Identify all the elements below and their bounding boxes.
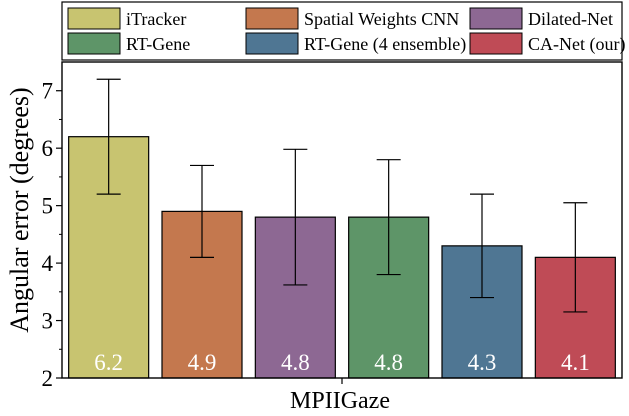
bar-value-label-5: 4.1 — [561, 350, 590, 375]
bar-value-label-0: 6.2 — [94, 350, 123, 375]
legend: iTracker Spatial Weights CNN Dilated-Net RT… — [61, 1, 625, 61]
bar-value-label-4: 4.3 — [468, 350, 497, 375]
legend-swatch-5 — [469, 32, 523, 55]
error-bar-1 — [190, 164, 214, 258]
bar-value-label-2: 4.8 — [281, 350, 310, 375]
y-tick-label-1: 3 — [42, 309, 54, 334]
error-bar-5 — [563, 202, 588, 313]
legend-label-1: Spatial Weights CNN — [304, 9, 459, 29]
error-bar-3 — [376, 159, 401, 276]
legend-label-0: iTracker — [126, 9, 186, 29]
legend-swatch-4 — [245, 32, 299, 55]
y-tick-label-3: 5 — [42, 194, 54, 219]
legend-swatch-2 — [469, 7, 523, 30]
legend-swatch-0 — [67, 7, 121, 30]
legend-label-5: CA-Net (our) — [528, 34, 625, 55]
error-bar-2 — [283, 148, 308, 286]
legend-label-2: Dilated-Net — [528, 9, 613, 29]
legend-frame — [61, 1, 623, 61]
error-bar-0 — [96, 78, 121, 195]
legend-swatch-3 — [67, 32, 121, 55]
legend-label-3: RT-Gene — [126, 34, 190, 54]
error-bar-4 — [470, 193, 494, 299]
y-tick-label-5: 7 — [42, 79, 54, 104]
y-tick-label-4: 6 — [42, 136, 54, 161]
bar-value-label-3: 4.8 — [374, 350, 403, 375]
y-axis-label: Angular error (degrees) — [5, 87, 34, 332]
legend-label-4: RT-Gene (4 ensemble) — [304, 34, 466, 55]
y-tick-label-0: 2 — [42, 366, 54, 391]
bar-value-label-1: 4.9 — [188, 350, 217, 375]
legend-swatch-1 — [245, 7, 299, 30]
x-axis-label: MPIIGaze — [290, 388, 390, 414]
plot-area: 6.2 4.9 4.8 4.8 4.3 4.1 2 3 4 5 6 7 — [42, 61, 623, 391]
y-tick-label-2: 4 — [42, 251, 54, 276]
